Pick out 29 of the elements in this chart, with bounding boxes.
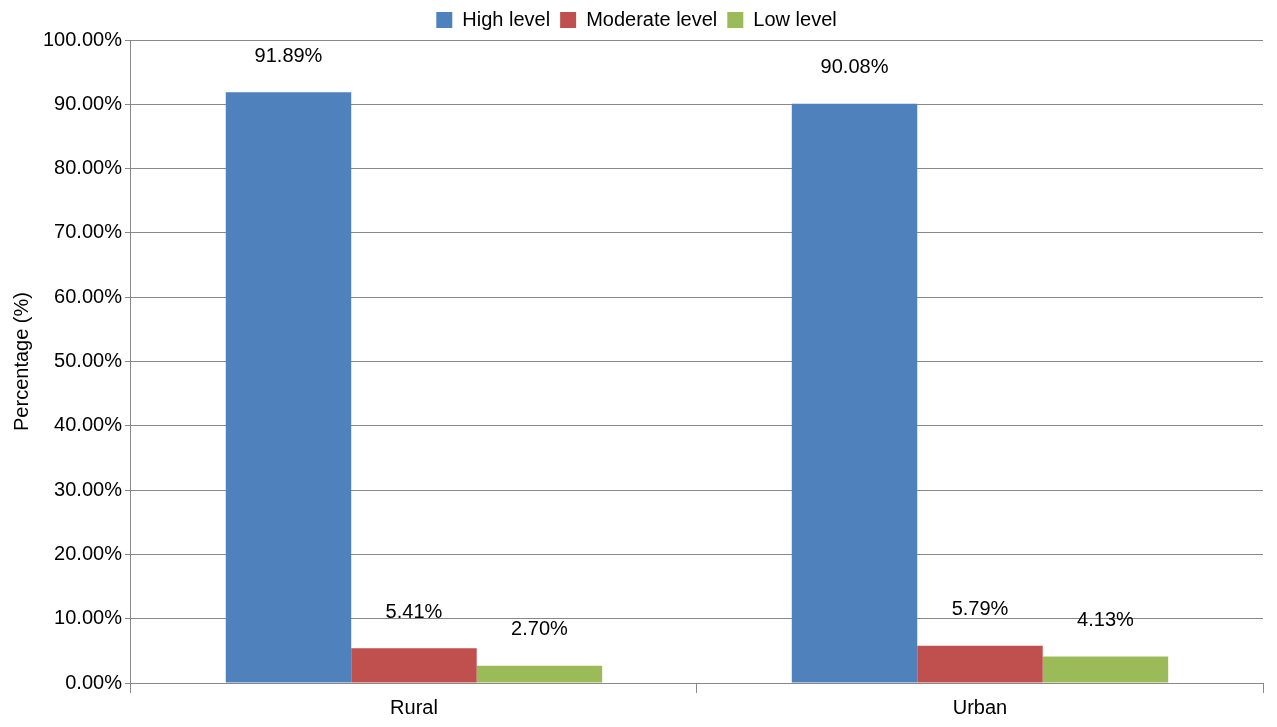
data-label: 5.79% [951,597,1009,620]
data-label: 2.70% [511,617,568,640]
data-label: 5.41% [385,599,443,622]
x-tick-label: Rural [390,695,438,718]
y-tick-label: 10.00% [54,606,123,629]
bar [351,648,477,683]
data-label: 90.08% [820,55,889,78]
bar [476,665,603,683]
bar [225,92,352,683]
bar [1042,656,1169,683]
y-tick-label: 100.00% [42,27,123,50]
legend-label: Moderate level [586,7,718,30]
bar [791,103,918,683]
x-tick-label: Urban [952,695,1008,718]
data-label: 91.89% [254,43,323,66]
y-tick-label: 40.00% [54,413,123,436]
y-tick-label: 50.00% [54,349,123,372]
bar [917,645,1043,683]
y-tick-label: 20.00% [54,541,123,564]
y-axis-title: Percentage (%) [9,292,32,431]
y-tick-label: 0.00% [65,670,123,693]
data-label: 4.13% [1077,607,1135,630]
legend-label: Low level [753,7,837,30]
y-tick-label: 70.00% [54,220,123,243]
y-tick-label: 60.00% [54,284,123,307]
y-tick-label: 90.00% [54,91,123,114]
y-tick-label: 80.00% [54,156,123,179]
y-tick-label: 30.00% [54,477,123,500]
legend-label: High level [462,7,551,30]
